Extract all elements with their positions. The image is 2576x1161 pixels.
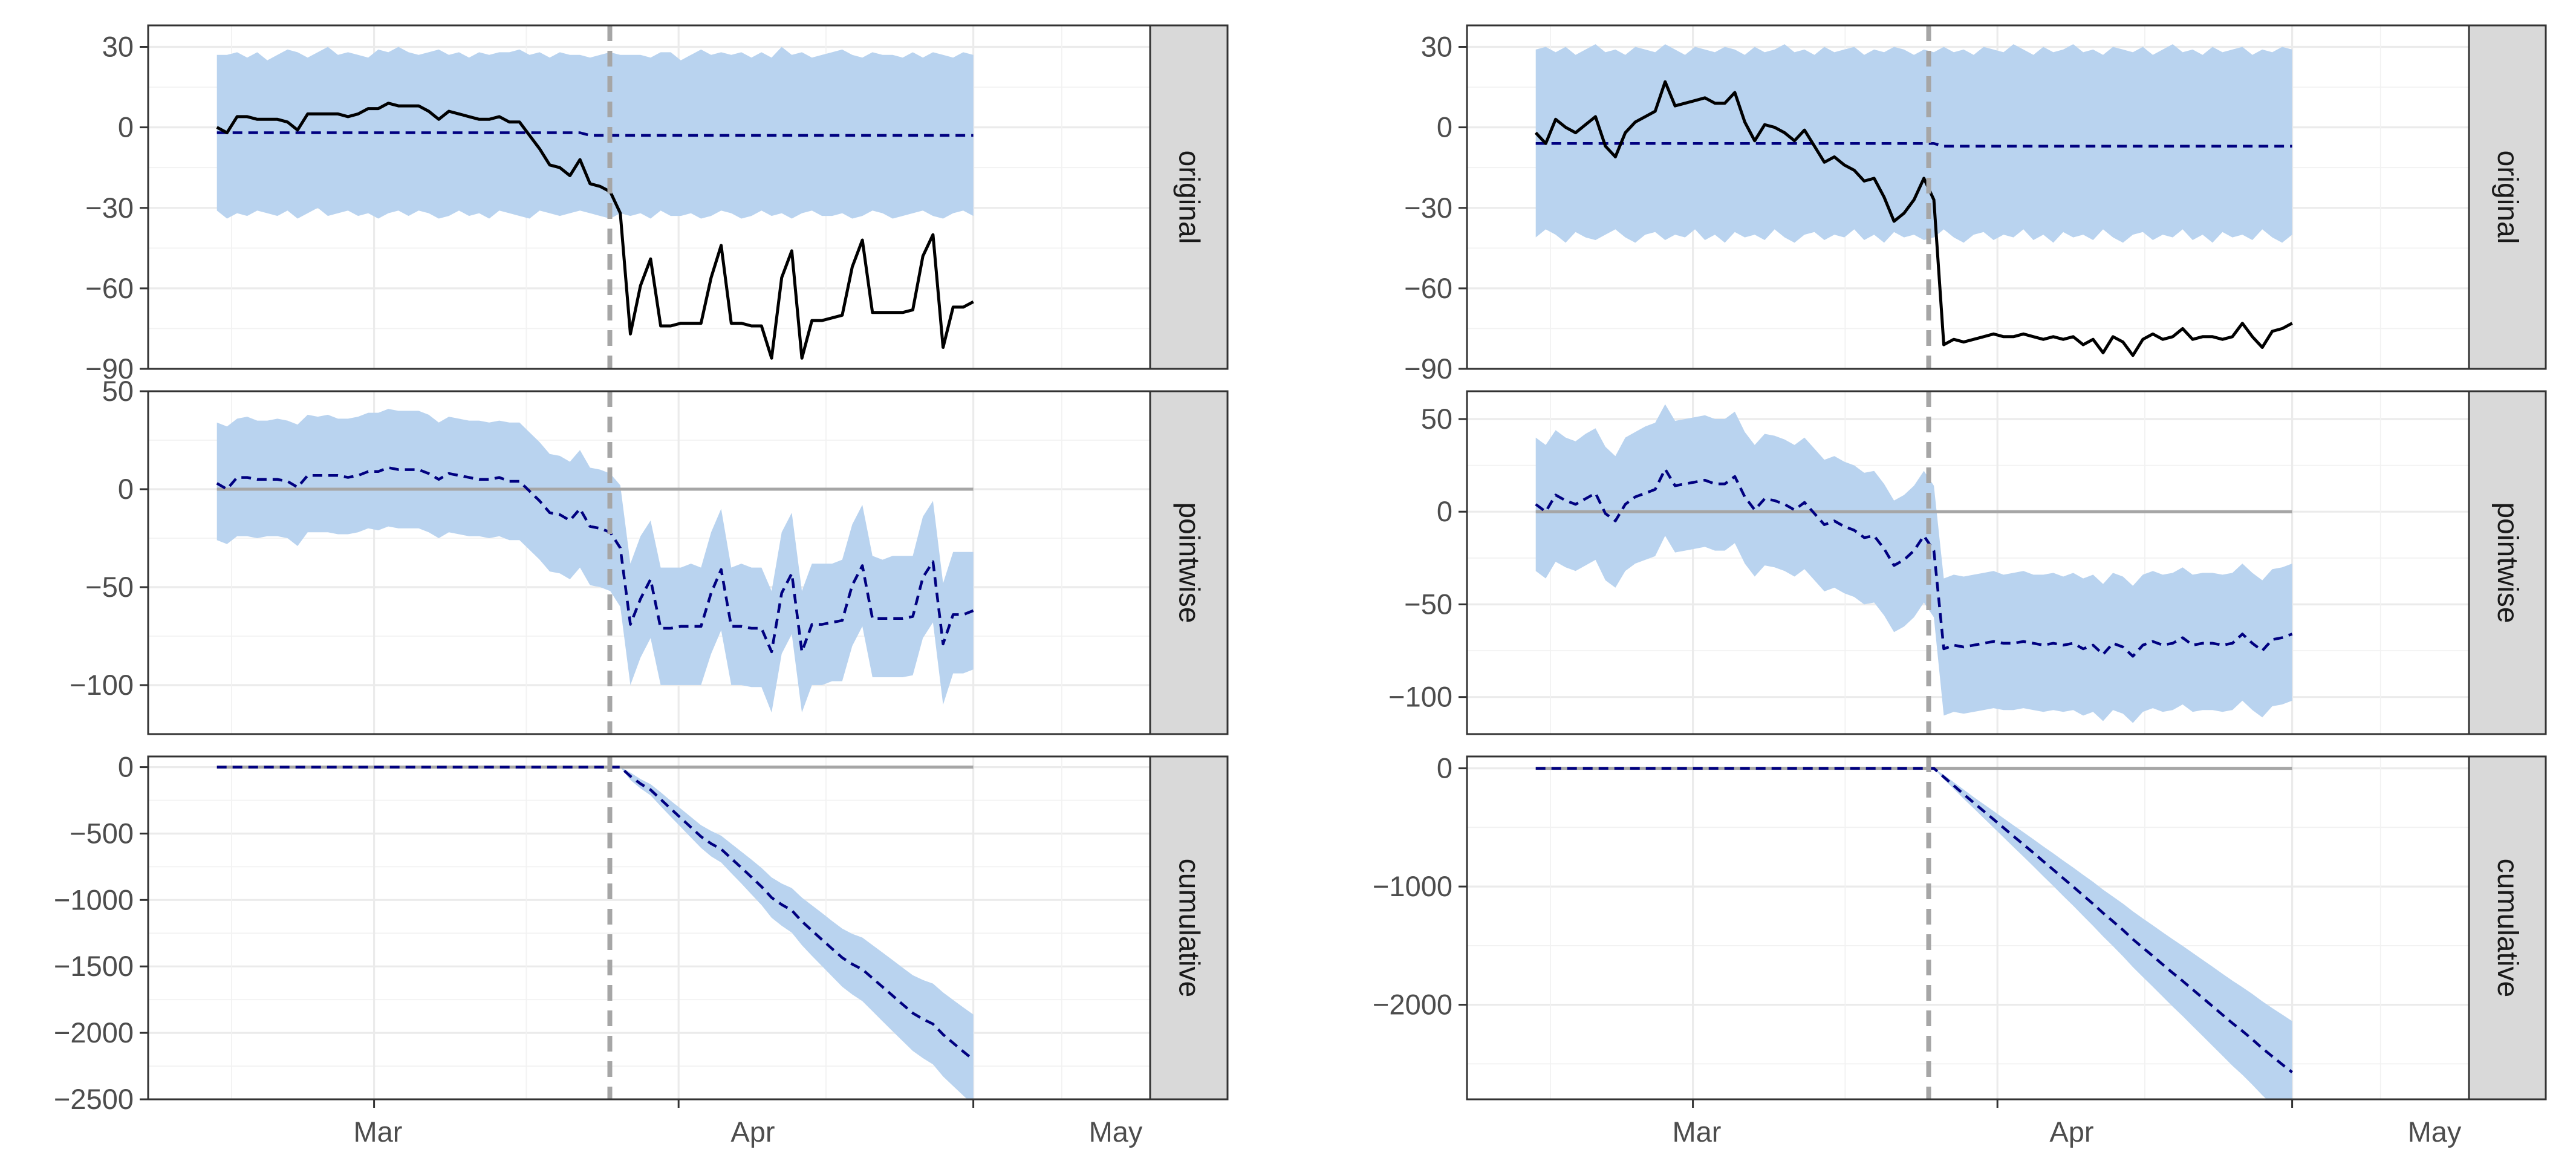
right-pointwise-predicted-line <box>1535 467 2293 658</box>
right-original-y-tick-label: −30 <box>1404 192 1452 224</box>
left-original-y-tick-label: −60 <box>85 272 134 304</box>
left-cumulative-plot-area <box>216 766 975 1099</box>
right-original-y-tick-label: −60 <box>1404 272 1452 304</box>
right-pointwise-y-axis: 50 0 −50 −100 <box>1388 403 1467 713</box>
left-original-credible-band <box>216 47 974 219</box>
left-cumulative-y-tick-label: −1500 <box>54 950 134 982</box>
left-cumulative-y-tick-label: −500 <box>70 818 134 850</box>
left-cumulative-y-tick-label: −1000 <box>54 883 134 915</box>
right-original-y-axis: 30 0 −30 −60 −90 <box>1404 31 1467 385</box>
right-pointwise-y-tick-label: −50 <box>1404 588 1452 620</box>
right-panel-pointwise: 50 0 −50 −100 pointwise <box>1388 390 2547 735</box>
left-cumulative-strip <box>1149 755 1229 1101</box>
left-x-axis: Mar Apr May <box>354 1116 1143 1148</box>
left-cumulative-y-tick-label: 0 <box>118 751 134 783</box>
right-original-predicted-line <box>1535 142 2292 148</box>
left-x-tick-mar: Mar <box>354 1116 403 1148</box>
right-panel-cumulative: 0 −1000 −2000 cumulative <box>1373 752 2547 1108</box>
left-original-y-tick-label: −90 <box>85 353 134 385</box>
right-original-y-tick-label: 30 <box>1421 31 1452 63</box>
right-cumulative-predicted-line <box>1535 767 2293 1073</box>
left-pointwise-predicted-line <box>216 466 974 654</box>
left-panel-original: 30 0 −30 −60 −90 original <box>85 24 1229 385</box>
right-pointwise-y-tick-label: 0 <box>1437 495 1452 527</box>
left-original-actual-line <box>216 102 974 360</box>
right-cumulative-y-tick-label: −1000 <box>1373 870 1452 902</box>
left-panel-cumulative: 0 −500 −1000 −1500 −2000 −2500 cumulative <box>54 751 1229 1115</box>
right-cumulative-y-axis: 0 −1000 −2000 <box>1373 752 1467 1021</box>
right-panel-original: 30 0 −30 −60 −90 original <box>1404 24 2547 385</box>
left-original-y-tick-label: −30 <box>85 192 134 224</box>
right-cumulative-strip <box>2468 755 2547 1101</box>
right-original-strip <box>2468 24 2547 370</box>
left-pointwise-y-axis: 50 0 −50 −100 <box>70 375 148 701</box>
right-x-tick-mar: Mar <box>1673 1116 1722 1148</box>
right-pointwise-y-tick-label: −100 <box>1388 681 1452 713</box>
left-cumulative-credible-band <box>216 767 974 1099</box>
right-x-tick-apr: Apr <box>2049 1116 2093 1148</box>
left-original-plot-area <box>216 47 974 360</box>
left-cumulative-strip-label: cumulative <box>1173 859 1205 997</box>
right-original-strip-label: original <box>2491 151 2523 244</box>
right-x-tick-may: May <box>2408 1116 2462 1148</box>
left-original-y-axis: 30 0 −30 −60 −90 <box>85 31 148 385</box>
left-original-strip <box>1149 24 1229 370</box>
right-cumulative-plot-area <box>1535 767 2293 1099</box>
left-original-y-tick-label: 30 <box>102 31 134 63</box>
left-original-predicted-line <box>216 131 974 137</box>
left-pointwise-y-tick-label: 50 <box>102 375 134 407</box>
right-original-plot-area <box>1534 44 2293 357</box>
left-pointwise-y-tick-label: −100 <box>70 669 134 701</box>
right-original-y-tick-label: 0 <box>1437 111 1452 143</box>
right-cumulative-y-tick-label: −2000 <box>1373 989 1452 1021</box>
left-x-tick-may: May <box>1089 1116 1143 1148</box>
right-x-axis: Mar Apr May <box>1673 1116 2462 1148</box>
right-cumulative-y-tick-label: 0 <box>1437 752 1452 784</box>
left-pointwise-strip <box>1149 390 1229 735</box>
chart-left: 30 0 −30 −60 −90 original 50 0 −50 −100 pointwise… <box>54 24 1229 1148</box>
right-pointwise-plot-area <box>1535 404 2293 723</box>
right-pointwise-strip-label: pointwise <box>2491 502 2523 623</box>
right-pointwise-y-tick-label: 50 <box>1421 403 1452 435</box>
left-original-y-tick-label: 0 <box>118 111 134 143</box>
left-pointwise-plot-area <box>216 409 974 713</box>
left-cumulative-y-axis: 0 −500 −1000 −1500 −2000 −2500 <box>54 751 148 1115</box>
left-x-tick-apr: Apr <box>730 1116 775 1148</box>
left-panel-pointwise: 50 0 −50 −100 pointwise <box>70 375 1229 735</box>
left-cumulative-y-tick-label: −2500 <box>54 1083 134 1115</box>
chart-right: 30 0 −30 −60 −90 original 50 0 −50 −100 pointwise… <box>1373 24 2547 1148</box>
left-pointwise-credible-band <box>216 409 974 713</box>
right-original-y-tick-label: −90 <box>1404 353 1452 385</box>
left-pointwise-y-tick-label: −50 <box>85 571 134 603</box>
left-cumulative-y-tick-label: −2000 <box>54 1016 134 1049</box>
left-original-strip-label: original <box>1173 151 1205 244</box>
right-cumulative-strip-label: cumulative <box>2491 859 2523 997</box>
right-pointwise-strip <box>2468 390 2547 735</box>
left-pointwise-strip-label: pointwise <box>1173 502 1205 623</box>
right-original-actual-line <box>1534 80 2293 357</box>
left-cumulative-predicted-line <box>216 766 975 1061</box>
left-pointwise-y-tick-label: 0 <box>118 473 134 505</box>
right-cumulative-credible-band <box>1535 768 2292 1099</box>
